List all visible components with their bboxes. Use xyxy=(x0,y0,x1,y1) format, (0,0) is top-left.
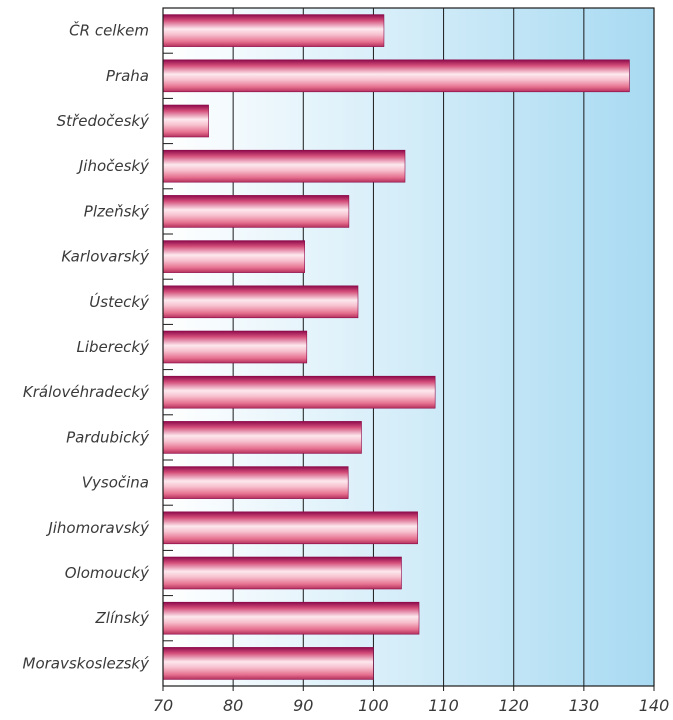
x-tick-label-120: 120 xyxy=(498,696,529,715)
x-tick-label-110: 110 xyxy=(428,696,459,715)
category-labels: ČR celkem Praha Středočeský Jihočeský Plzeňs… xyxy=(23,7,173,672)
category-label-10: Pardubický xyxy=(66,428,150,446)
category-label-6: Karlovarský xyxy=(61,248,150,266)
bar-4 xyxy=(162,149,406,183)
bar-13 xyxy=(162,556,402,590)
x-tick-label-130: 130 xyxy=(569,696,600,715)
category-label-12: Jihomoravský xyxy=(45,519,150,537)
x-tick-label-70: 70 xyxy=(153,696,173,715)
bar-6 xyxy=(162,240,305,273)
bar-11 xyxy=(162,466,349,499)
bar-15 xyxy=(162,647,374,680)
x-tick-label-140: 140 xyxy=(639,696,670,715)
bar-2 xyxy=(162,59,630,93)
bar-10 xyxy=(162,421,362,454)
category-label-5: Plzeňský xyxy=(84,202,150,220)
bar-5 xyxy=(162,195,350,228)
category-label-14: Zlínský xyxy=(95,609,151,627)
bars-group xyxy=(162,14,630,680)
plot-frame xyxy=(162,7,655,687)
category-label-11: Vysočina xyxy=(82,474,149,492)
bar-12 xyxy=(162,511,418,545)
category-label-7: Ústecký xyxy=(89,292,150,311)
x-axis-ticks: 70 80 90 100 110 120 130 140 xyxy=(153,686,669,715)
category-label-1: ČR celkem xyxy=(69,21,149,40)
bar-7 xyxy=(162,285,359,319)
category-label-9: Královéhradecký xyxy=(23,383,150,401)
category-label-8: Liberecký xyxy=(77,338,151,356)
category-label-13: Olomoucký xyxy=(65,564,150,582)
category-label-15: Moravskoslezský xyxy=(23,654,151,672)
bar-1 xyxy=(162,14,385,47)
category-label-2: Praha xyxy=(106,67,149,85)
bar-14 xyxy=(162,601,420,635)
category-label-4: Jihočeský xyxy=(76,157,150,175)
plot-border xyxy=(162,7,655,687)
category-label-3: Středočeský xyxy=(57,112,150,130)
bar-3 xyxy=(162,104,209,138)
x-tick-label-80: 80 xyxy=(223,696,243,715)
bar-8 xyxy=(162,330,308,364)
bar-9 xyxy=(162,375,436,409)
x-tick-label-90: 90 xyxy=(293,696,313,715)
x-tick-label-100: 100 xyxy=(358,696,389,715)
